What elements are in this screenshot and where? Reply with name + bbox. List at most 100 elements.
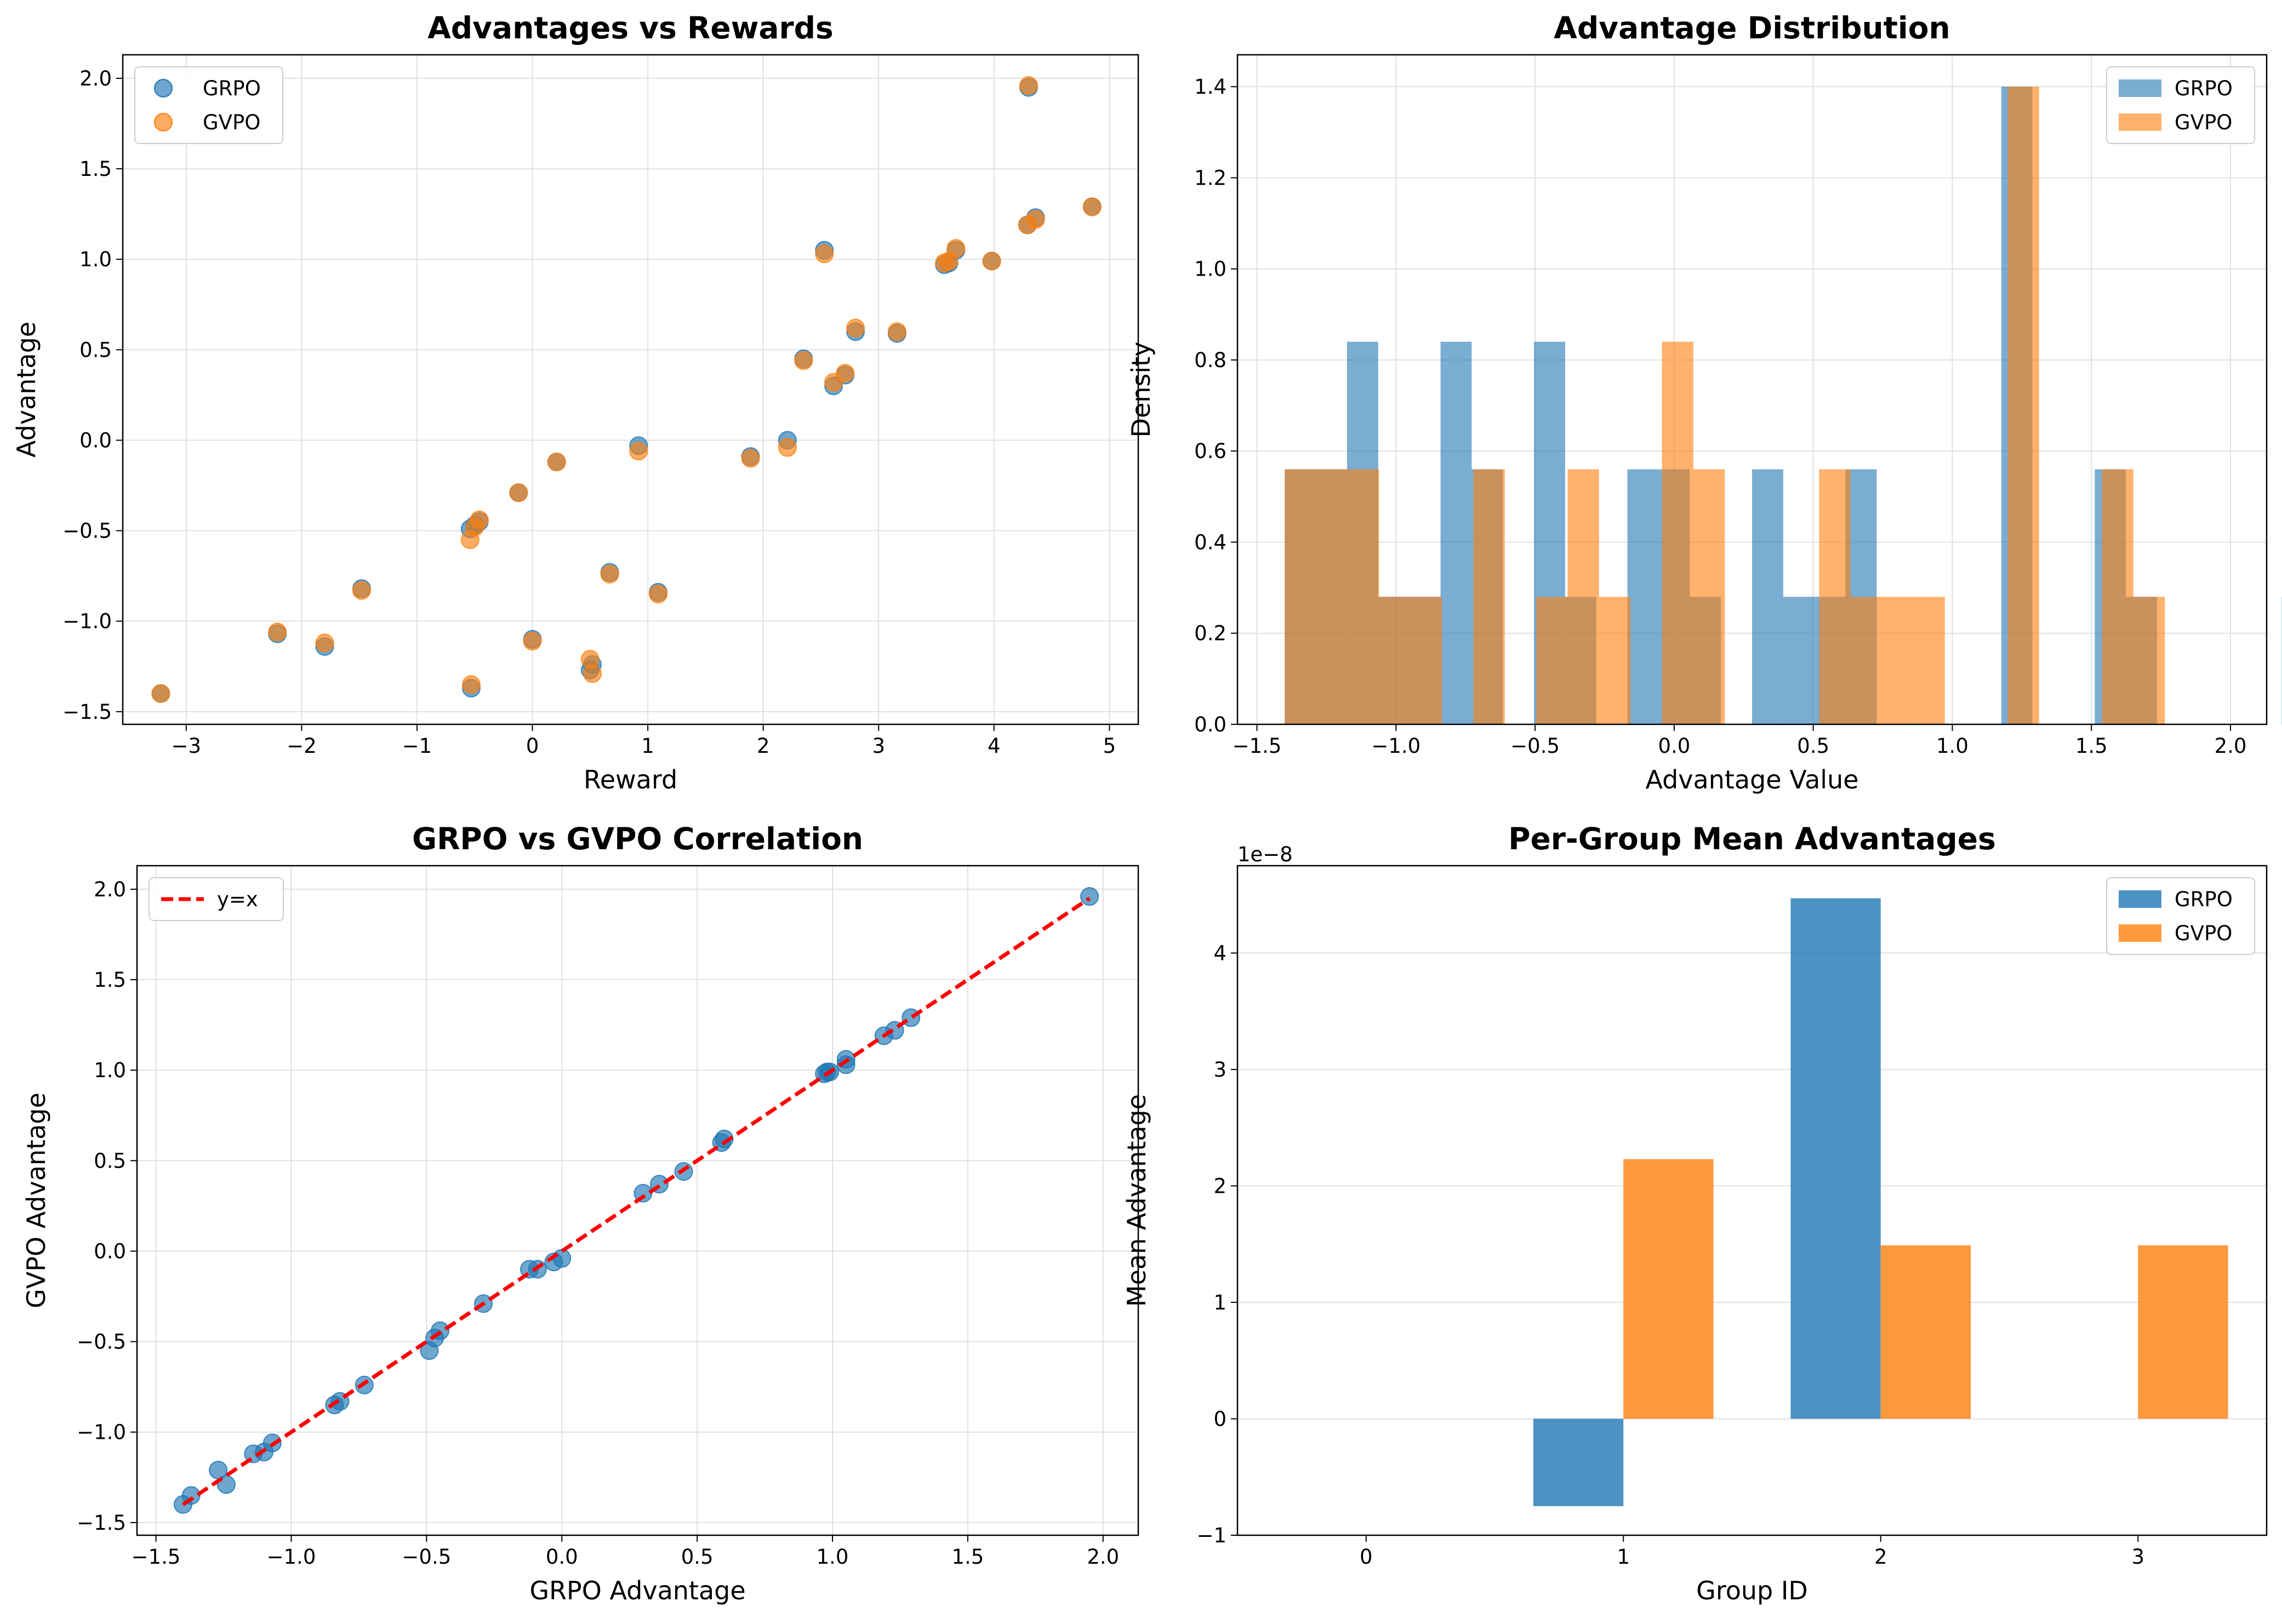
y-axis-label: Advantage xyxy=(12,322,41,458)
x-axis-label: GRPO Advantage xyxy=(529,1576,745,1605)
legend-box xyxy=(149,877,284,921)
hist-bar-gvpo xyxy=(1850,597,1882,724)
scatter-point-gvpo xyxy=(1082,197,1102,216)
x-tick-label: 0 xyxy=(526,734,539,758)
y-tick-label: −0.5 xyxy=(62,519,112,543)
y-tick-label: 0.0 xyxy=(79,428,112,452)
scatter-point-gvpo xyxy=(600,564,619,584)
scatter-point-gvpo xyxy=(836,364,855,383)
x-tick-label: 2.0 xyxy=(2215,734,2247,758)
scatter-point-gvpo xyxy=(583,664,602,683)
hist-bar-gvpo xyxy=(1379,597,1411,724)
chart-title: Advantages vs Rewards xyxy=(427,10,834,45)
scatter-point-gvpo xyxy=(547,453,566,472)
y-tick-label: 0.4 xyxy=(1194,530,1226,554)
scatter-point-gvpo xyxy=(629,442,648,461)
legend-label: GVPO xyxy=(2175,922,2232,945)
y-tick-label: −1.0 xyxy=(62,610,112,633)
scatter-point-gvpo xyxy=(887,322,906,341)
scatter-point-gvpo xyxy=(815,244,834,264)
hist-bar-gvpo xyxy=(1662,341,1693,724)
hist-bar-grpo xyxy=(1752,469,1783,724)
y-tick-label: 1.2 xyxy=(1194,166,1226,190)
legend-label: y=x xyxy=(217,888,258,911)
reference-line-y-equals-x xyxy=(181,896,1091,1506)
hist-bar-gvpo xyxy=(1599,597,1631,724)
y-tick-label: 1 xyxy=(1213,1291,1226,1314)
group-bar-gvpo xyxy=(1880,1245,1971,1419)
y-tick-label: 1.5 xyxy=(94,968,126,992)
y-axis-label: Density xyxy=(1126,342,1156,438)
scatter-point xyxy=(1080,887,1099,906)
scatter-point-gvpo xyxy=(470,510,489,529)
panel-advantages-vs-rewards: −3 −2 −1 0 1 2 3 4 5 −1.5 −1.0 −0.5 0.0 0.5 1.0 1.5 2.0 A… xyxy=(12,10,1139,794)
legend-label: GRPO xyxy=(2175,888,2233,911)
y-tick-label: 1.5 xyxy=(79,157,112,181)
x-axis-label: Reward xyxy=(584,765,677,794)
y-tick-label: 0.8 xyxy=(1194,348,1226,372)
y-axis-label: GVPO Advantage xyxy=(21,1093,51,1308)
hist-bar-gvpo xyxy=(2007,87,2039,725)
scatter-point-gvpo xyxy=(794,351,813,370)
hist-bar-gvpo xyxy=(1473,469,1505,724)
x-tick-label: 2.0 xyxy=(1087,1545,1119,1569)
y-tick-label: 1.4 xyxy=(1194,75,1226,99)
legend-patch xyxy=(2119,924,2161,942)
panel-per-group-mean-advantages: 0 1 2 3 −1 0 1 2 3 4 Per-Group Mean Advantages Grou… xyxy=(1122,821,2268,1605)
chart-title: Per-Group Mean Advantages xyxy=(1508,821,1996,856)
x-tick-label: 5 xyxy=(1103,734,1116,758)
y-axis-label: Mean Advantage xyxy=(1122,1094,1151,1307)
hist-bar-grpo xyxy=(1440,341,1472,724)
x-tick-label: 0.5 xyxy=(1797,734,1829,758)
y-tick-label: 0.2 xyxy=(1194,622,1226,645)
plot-frame xyxy=(136,865,1139,1536)
x-tick-label: 0.0 xyxy=(546,1545,578,1569)
scatter-point-gvpo xyxy=(741,449,760,468)
x-axis-label: Advantage Value xyxy=(1645,765,1858,794)
scatter-point-gvpo xyxy=(509,483,528,502)
plot-frame xyxy=(1236,865,2268,1536)
x-tick-label: 0 xyxy=(1360,1545,1373,1569)
group-bar-grpo xyxy=(1790,898,1881,1419)
group-bar-gvpo xyxy=(2138,1245,2228,1419)
y-tick-label: 0.5 xyxy=(94,1149,126,1173)
hist-bar-gvpo xyxy=(1693,469,1725,724)
scatter-point-gvpo xyxy=(461,675,481,694)
hist-bar-gvpo xyxy=(2133,597,2165,724)
hist-bar-grpo xyxy=(1627,469,1659,724)
legend-label: GVPO xyxy=(2175,111,2232,134)
hist-bar-gvpo xyxy=(1819,469,1851,724)
chart-title: Advantage Distribution xyxy=(1554,10,1950,45)
scatter-point-gvpo xyxy=(151,684,170,703)
y-tick-label: 0.5 xyxy=(79,338,112,362)
legend-patch xyxy=(2119,890,2161,908)
hist-bar-gvpo xyxy=(1536,597,1568,724)
x-tick-label: 1 xyxy=(1617,1545,1630,1569)
hist-bar-gvpo xyxy=(1913,597,1945,724)
y-tick-label: 0.0 xyxy=(1194,713,1226,736)
x-tick-label: −2 xyxy=(287,734,317,758)
group-bar-grpo xyxy=(1533,1419,1624,1506)
x-tick-label: 1.0 xyxy=(1936,734,1969,758)
x-tick-label: 1.0 xyxy=(817,1545,849,1569)
x-tick-label: −1 xyxy=(402,734,432,758)
y-tick-label: 1.0 xyxy=(79,248,112,271)
scatter-point-gvpo xyxy=(523,632,542,651)
hist-bar-gvpo xyxy=(1347,469,1379,724)
y-tick-label: 4 xyxy=(1213,941,1226,965)
scatter-point-gvpo xyxy=(946,239,966,258)
y-tick-label: −1.5 xyxy=(62,700,112,724)
legend-label: GRPO xyxy=(2175,77,2233,100)
x-tick-label: 2 xyxy=(1874,1545,1887,1569)
scatter-point-gvpo xyxy=(315,633,334,653)
y-tick-label: −1 xyxy=(1196,1524,1226,1547)
panel-advantage-distribution: −1.5 −1.0 −0.5 0.0 0.5 1.0 1.5 2.0 0.0 0.2 0.4 0.6 0… xyxy=(1126,10,2282,794)
x-tick-label: 0.5 xyxy=(681,1545,714,1569)
y-offset-text: 1e−8 xyxy=(1237,843,1293,866)
x-tick-label: 1 xyxy=(641,734,654,758)
scatter-point-gvpo xyxy=(352,581,371,600)
hist-bar-gvpo xyxy=(1567,469,1599,724)
legend-label: GRPO xyxy=(203,77,261,100)
y-tick-label: 0.0 xyxy=(94,1239,126,1263)
